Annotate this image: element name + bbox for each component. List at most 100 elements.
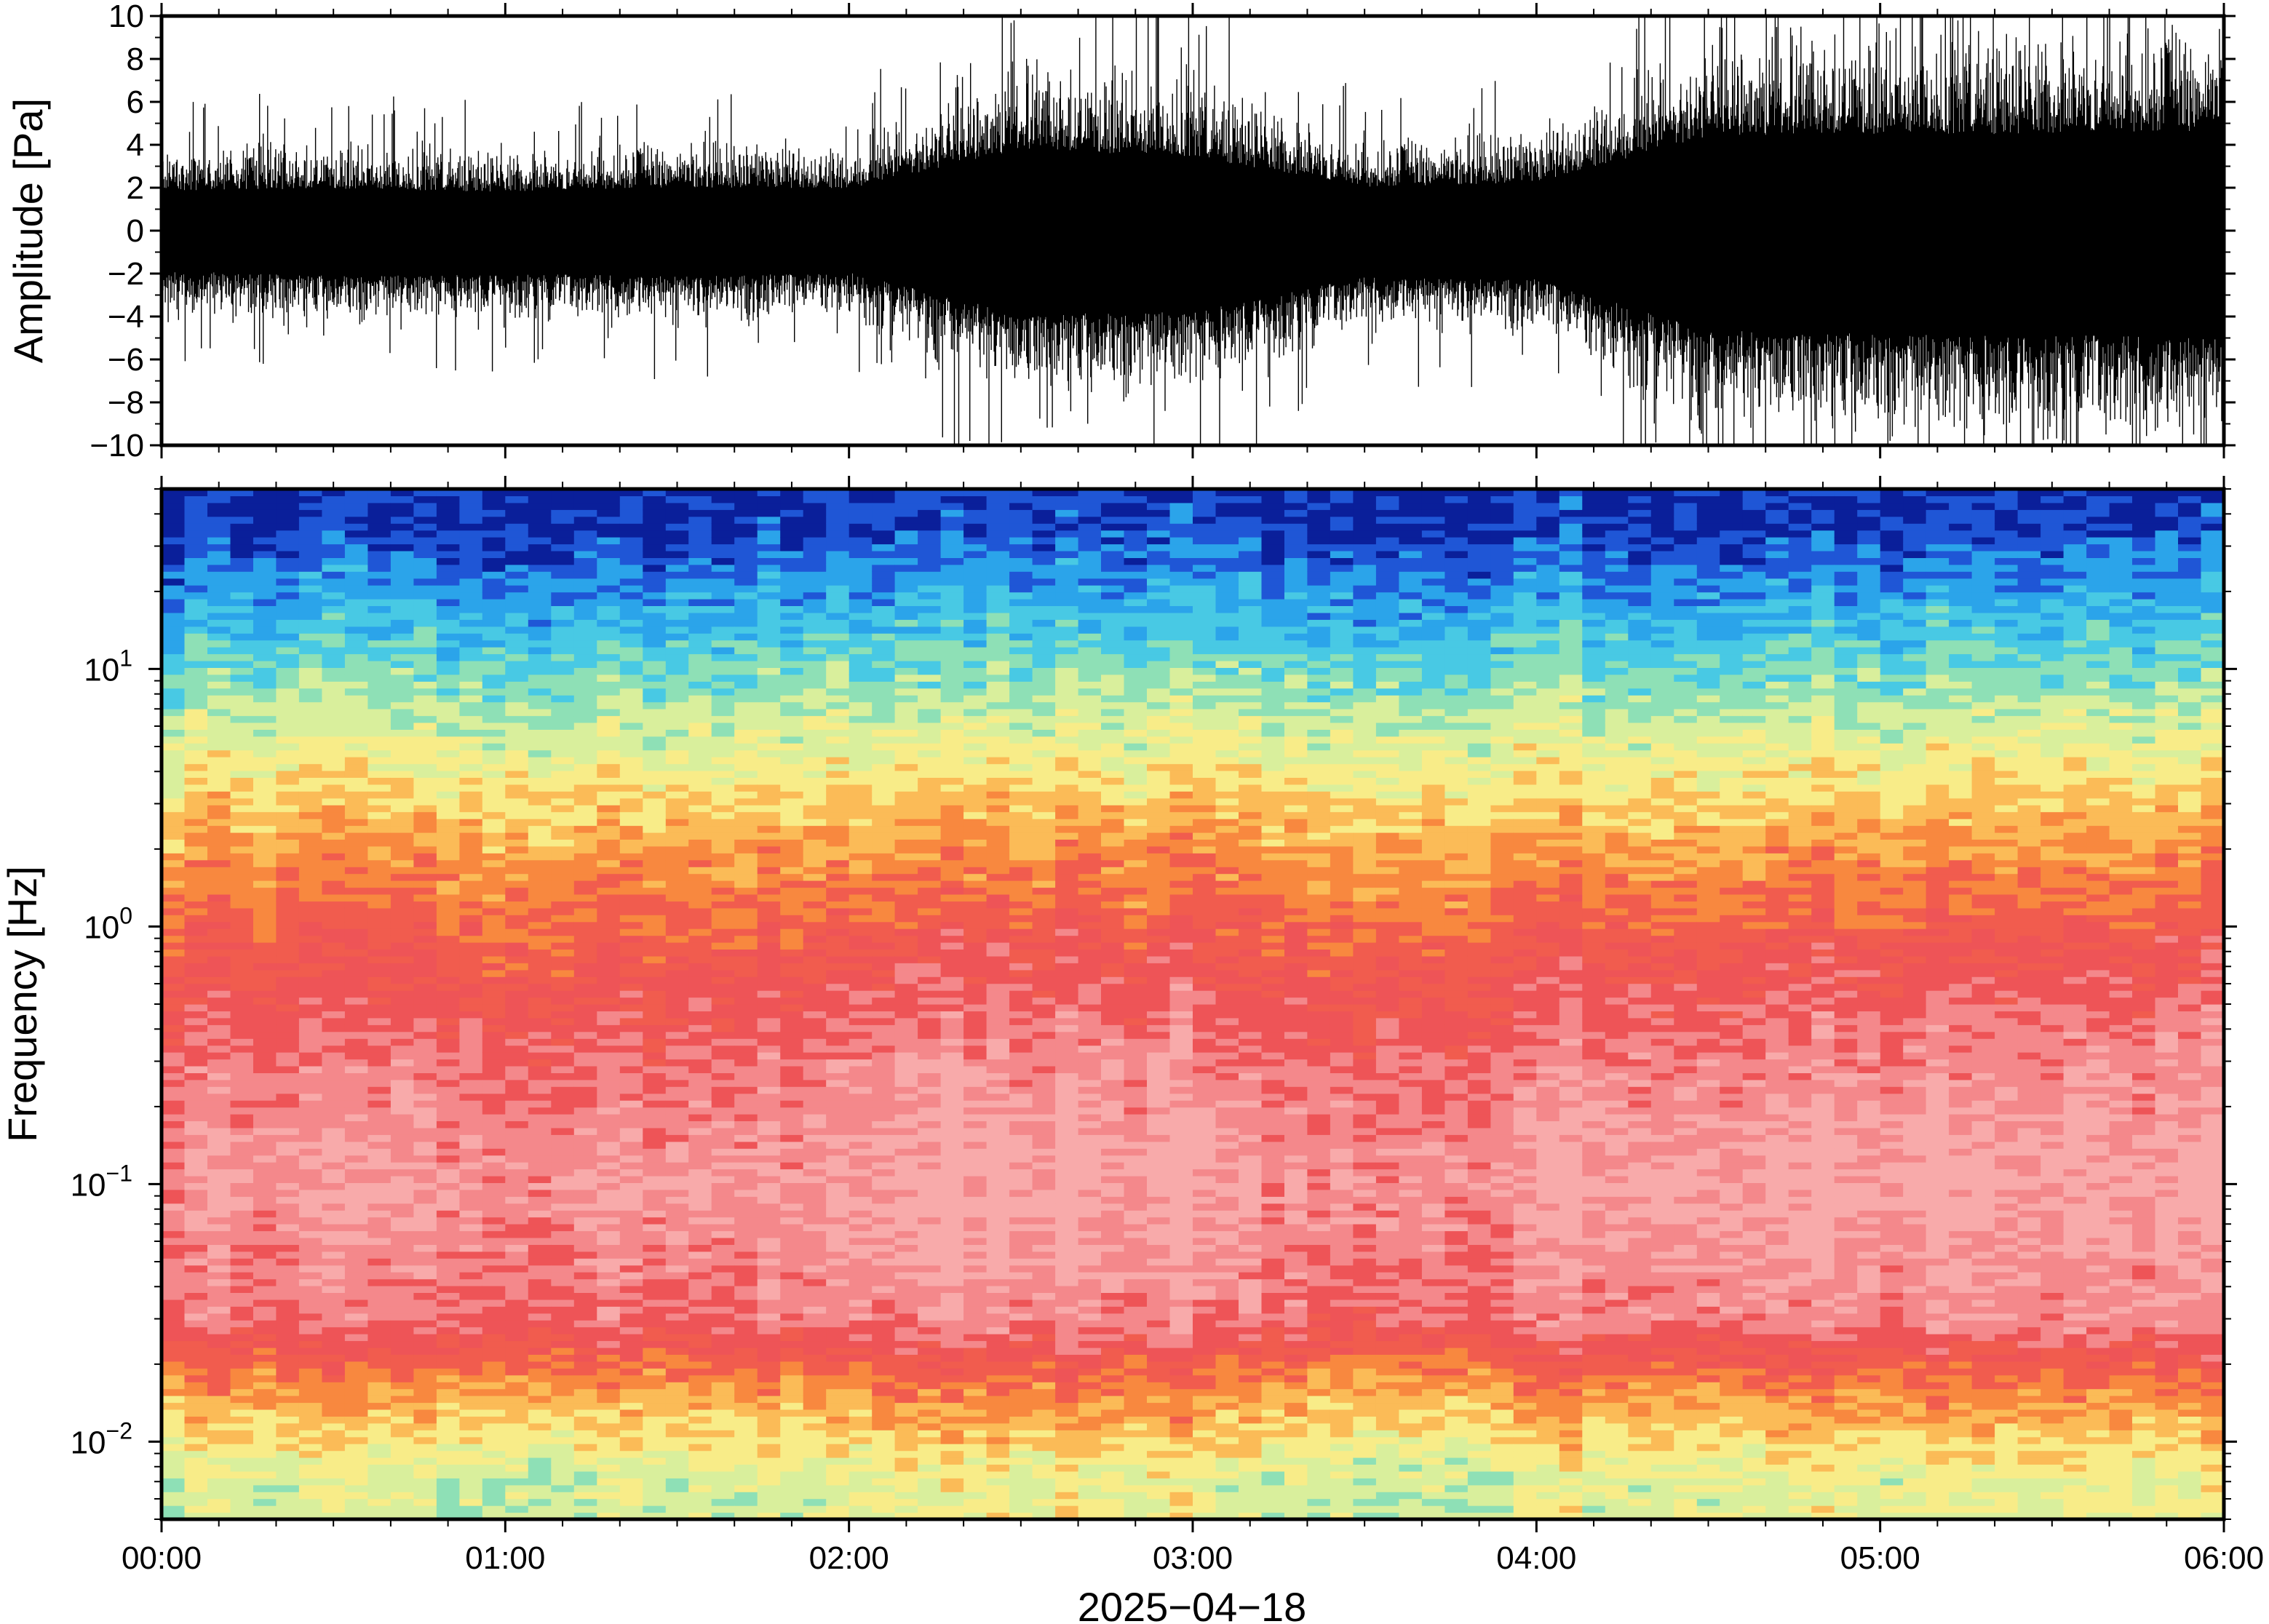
spectrogram-cell	[643, 674, 667, 682]
spectrogram-cell	[367, 1306, 392, 1314]
spectrogram-cell	[826, 1368, 850, 1376]
spectrogram-cell	[344, 1217, 368, 1225]
spectrogram-cell	[619, 1011, 643, 1019]
spectrogram-cell	[757, 797, 781, 805]
spectrogram-cell	[298, 1059, 322, 1067]
spectrogram-cell	[413, 688, 437, 696]
spectrogram-cell	[711, 811, 735, 819]
spectrogram-cell	[872, 1430, 896, 1438]
spectrogram-cell	[734, 1045, 758, 1053]
spectrogram-cell	[665, 1217, 689, 1225]
spectrogram-cell	[253, 1182, 277, 1190]
spectrogram-cell	[872, 1114, 896, 1121]
spectrogram-cell	[619, 1169, 643, 1177]
spectrogram-cell	[849, 921, 873, 929]
spectrogram-cell	[276, 1422, 300, 1430]
spectrogram-cell	[643, 749, 667, 757]
spectrogram-cell	[436, 797, 460, 805]
spectrogram-cell	[207, 1402, 231, 1410]
spectrogram-cell	[322, 763, 346, 771]
spectrogram-cell	[528, 578, 552, 586]
spectrogram-cell	[573, 1306, 597, 1314]
spectrogram-cell	[390, 667, 414, 675]
spectrogram-cell	[436, 1444, 460, 1452]
spectrogram-cell	[207, 1121, 231, 1129]
spectrogram-cell	[276, 619, 300, 627]
spectrogram-cell	[643, 839, 667, 847]
spectrogram-cell	[413, 963, 437, 971]
spectrogram-cell	[528, 1348, 552, 1355]
spectrogram-cell	[734, 1217, 758, 1225]
spectrogram-cell	[207, 612, 231, 620]
spectrogram-cell	[253, 1313, 277, 1321]
spectrogram-cell	[390, 935, 414, 943]
spectrogram-cell	[322, 1011, 346, 1019]
spectrogram-cell	[184, 1320, 208, 1328]
spectrogram-cell	[230, 1059, 254, 1067]
spectrogram-cell	[872, 990, 896, 998]
spectrogram-cell	[803, 530, 827, 538]
spectrogram-cell	[344, 1492, 368, 1500]
spectrogram-cell	[643, 612, 667, 620]
spectrogram-cell	[665, 1155, 689, 1163]
spectrogram-cell	[780, 537, 804, 545]
spectrogram-cell	[528, 1430, 552, 1438]
spectrogram-cell	[459, 1079, 483, 1087]
spectrogram-cell	[184, 990, 208, 998]
spectrogram-cell	[551, 1141, 575, 1149]
spectrogram-cell	[597, 894, 621, 901]
spectrogram-cell	[803, 771, 827, 778]
spectrogram-cell	[298, 997, 322, 1005]
spectrogram-cell	[665, 1017, 689, 1025]
spectrogram-cell	[298, 983, 322, 991]
spectrogram-cell	[643, 551, 667, 558]
spectrogram-cell	[734, 1286, 758, 1293]
spectrogram-cell	[780, 969, 804, 977]
spectrogram-cell	[573, 963, 597, 971]
spectrogram-cell	[757, 1258, 781, 1266]
spectrogram-cell	[688, 1409, 712, 1417]
spectrogram-cell	[344, 1251, 368, 1259]
spectrogram-cell	[436, 516, 460, 524]
spectrogram-cell	[643, 1498, 667, 1506]
spectrogram-cell	[459, 509, 483, 517]
spectrogram-cell	[619, 990, 643, 998]
spectrogram-cell	[573, 1066, 597, 1073]
spectrogram-cell	[711, 1093, 735, 1101]
spectrogram-cell	[643, 1169, 667, 1177]
spectrogram-cell	[298, 1155, 322, 1163]
spectrogram-cell	[230, 612, 254, 620]
spectrogram-cell	[344, 633, 368, 641]
spectrogram-cell	[276, 633, 300, 641]
spectrogram-cell	[573, 619, 597, 627]
spectrogram-cell	[734, 1134, 758, 1142]
spectrogram-cell	[803, 832, 827, 840]
spectrogram-cell	[459, 715, 483, 723]
spectrogram-cell	[597, 873, 621, 881]
spectrogram-cell	[597, 681, 621, 689]
spectrogram-cell	[390, 811, 414, 819]
spectrogram-cell	[207, 1114, 231, 1121]
spectrogram-cell	[162, 859, 186, 867]
spectrogram-cell	[459, 1127, 483, 1135]
spectrogram-cell	[734, 1155, 758, 1163]
spectrogram-cell	[162, 990, 186, 998]
spectrogram-cell	[230, 495, 254, 503]
spectrogram-cell	[872, 791, 896, 799]
waveform-ytick-label: −10	[90, 428, 144, 463]
spectrogram-cell	[207, 1444, 231, 1452]
spectrogram-cell	[482, 1320, 506, 1328]
spectrogram-cell	[619, 667, 643, 675]
spectrogram-cell	[597, 791, 621, 799]
spectrogram-cell	[276, 1210, 300, 1218]
spectrogram-cell	[184, 853, 208, 861]
spectrogram-cell	[276, 983, 300, 991]
spectrogram-cell	[207, 523, 231, 531]
spectrogram-cell	[688, 1422, 712, 1430]
spectrogram-cell	[573, 544, 597, 552]
spectrogram-cell	[322, 1059, 346, 1067]
spectrogram-cell	[619, 1498, 643, 1506]
spectrogram-cell	[597, 763, 621, 771]
spectrogram-cell	[711, 791, 735, 799]
spectrogram-cell	[207, 763, 231, 771]
